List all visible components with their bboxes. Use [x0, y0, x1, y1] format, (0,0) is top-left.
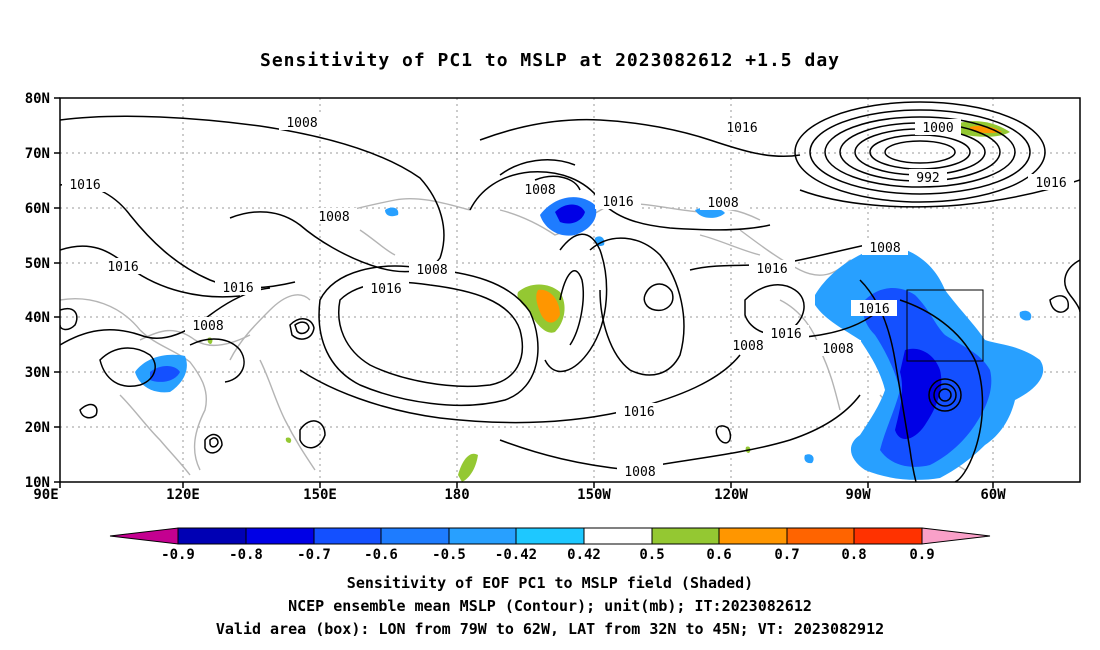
colorbar-label: -0.5	[432, 547, 466, 563]
lat-label: 50N	[25, 256, 50, 272]
caption-valid-area: Valid area (box): LON from 79W to 62W, L…	[215, 620, 885, 638]
contour-label: 1016	[858, 302, 889, 317]
shade-small-5	[804, 454, 814, 464]
contour-label: 1008	[707, 196, 738, 211]
contour-label: 1016	[623, 405, 654, 420]
contour-label: 1016	[222, 281, 253, 296]
shade-small-4	[1019, 310, 1032, 321]
shade-pacific-n-core	[555, 204, 585, 224]
colorbar-cell	[786, 527, 855, 545]
contour-label: 1008	[416, 263, 447, 278]
colorbar-cell	[313, 527, 382, 545]
contour-label: 1016	[1035, 176, 1066, 191]
lat-label: 80N	[25, 91, 50, 107]
colorbar-cell	[177, 527, 247, 545]
colorbar-cell	[109, 527, 179, 545]
contour-label: 1008	[192, 319, 223, 334]
contour-label: 1008	[524, 183, 555, 198]
colorbar-cell	[448, 527, 517, 545]
colorbar-cell	[583, 527, 653, 545]
contour-label: 1016	[69, 178, 100, 193]
sensitivity-shading-negative	[135, 197, 1044, 480]
colorbar-labels: -0.9 -0.8 -0.7 -0.6 -0.5 -0.42 0.42 0.5 …	[161, 547, 935, 563]
colorbar-label: -0.7	[297, 547, 331, 563]
map-title: Sensitivity of PC1 to MSLP at 2023082612…	[259, 50, 840, 71]
lon-label: 120E	[166, 487, 200, 503]
colorbar-label: -0.8	[229, 547, 263, 563]
colorbar-cell	[853, 527, 923, 545]
lon-label: 90W	[845, 487, 871, 503]
contour-label: 1016	[370, 282, 401, 297]
shade-small-1	[385, 207, 399, 217]
colorbar-label: -0.9	[161, 547, 195, 563]
colorbar-label: 0.9	[909, 547, 934, 563]
contour-label: 1008	[624, 465, 655, 480]
contour-label: 992	[916, 171, 939, 186]
contour-label: 1008	[732, 339, 763, 354]
contour-label: 1008	[318, 210, 349, 225]
lat-label: 40N	[25, 310, 50, 326]
lat-label: 30N	[25, 365, 50, 381]
contour-label: 1016	[770, 327, 801, 342]
lat-label: 60N	[25, 201, 50, 217]
lat-label: 20N	[25, 420, 50, 436]
shade-asia-core	[150, 366, 180, 382]
contour-label: 1008	[286, 116, 317, 131]
shade-small-pos-1	[285, 437, 292, 443]
colorbar-label: 0.5	[639, 547, 664, 563]
valid-area-box	[906, 289, 984, 362]
colorbar	[109, 527, 991, 545]
lat-label: 10N	[25, 475, 50, 491]
lon-label: 150E	[303, 487, 337, 503]
lat-label: 70N	[25, 146, 50, 162]
contour-labels: 1008 1008 1008 1016 1016 1008 1016 1016 …	[62, 114, 1074, 480]
shade-pacific-positive-core	[536, 289, 560, 323]
shade-atlantic-core	[895, 348, 942, 440]
lon-label: 90E	[33, 487, 58, 503]
colorbar-cell	[921, 527, 991, 545]
shade-dateline-positive	[458, 453, 478, 482]
colorbar-label: 0.7	[774, 547, 799, 563]
lon-label: 120W	[714, 487, 748, 503]
lon-label: 60W	[980, 487, 1006, 503]
contour-label: 1000	[922, 121, 953, 136]
colorbar-label: -0.6	[364, 547, 398, 563]
contour-label: 1016	[726, 121, 757, 136]
latitude-labels: 80N 70N 60N 50N 40N 30N 20N 10N	[25, 91, 50, 491]
colorbar-label: -0.42	[495, 547, 537, 563]
caption-contour: NCEP ensemble mean MSLP (Contour); unit(…	[288, 597, 812, 615]
lon-label: 150W	[577, 487, 611, 503]
colorbar-cell	[515, 527, 585, 545]
colorbar-cell	[245, 527, 315, 545]
colorbar-label: 0.6	[706, 547, 731, 563]
contour-label: 1016	[756, 262, 787, 277]
colorbar-label: 0.8	[841, 547, 866, 563]
sensitivity-shading-positive	[207, 121, 1010, 482]
contour-label: 1008	[869, 241, 900, 256]
colorbar-cell	[718, 527, 788, 545]
colorbar-cell	[651, 527, 720, 545]
contour-label: 1016	[107, 260, 138, 275]
contour-label: 1016	[602, 195, 633, 210]
longitude-labels: 90E 120E 150E 180 150W 120W 90W 60W	[33, 487, 1006, 503]
caption-shaded: Sensitivity of EOF PC1 to MSLP field (Sh…	[346, 574, 754, 592]
colorbar-cell	[380, 527, 450, 545]
contour-label: 1008	[822, 342, 853, 357]
colorbar-label: 0.42	[567, 547, 601, 563]
lon-label: 180	[444, 487, 469, 503]
axis-ticks	[54, 97, 994, 488]
